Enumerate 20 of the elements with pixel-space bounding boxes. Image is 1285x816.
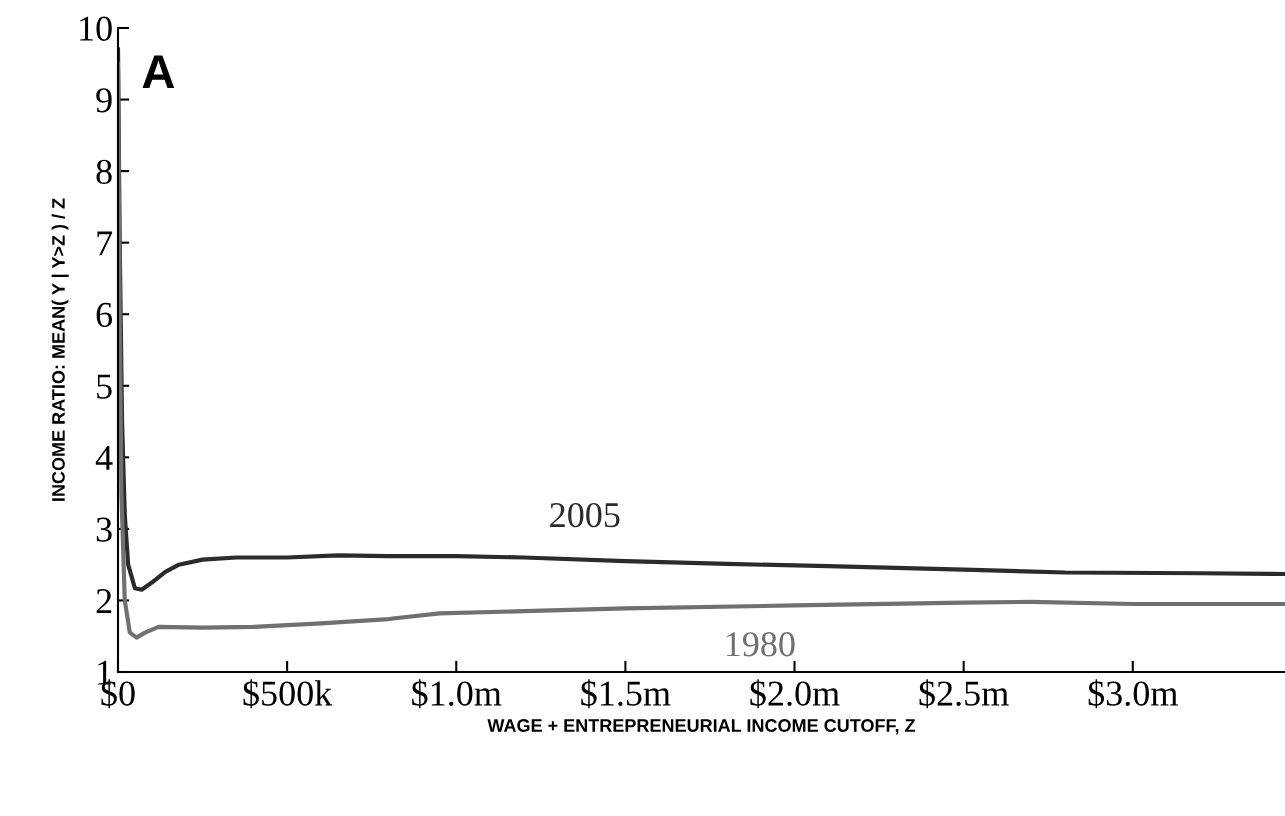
y-tick-label: 7 xyxy=(97,231,113,256)
y-tick-label: 10 xyxy=(80,16,112,41)
x-tick-label: $2.0m xyxy=(750,679,840,709)
y-tick-label: 5 xyxy=(97,374,112,399)
x-axis-title: WAGE + ENTREPRENEURIAL INCOME CUTOFF, Z xyxy=(487,719,916,735)
y-axis-title: INCOME RATIO: MEAN( Y | Y>Z ) / Z xyxy=(51,198,69,501)
series-label: 2005 xyxy=(550,502,620,528)
annotation: A xyxy=(142,55,175,88)
x-tick-label: $500k xyxy=(243,679,333,709)
y-tick-label: 2 xyxy=(96,589,112,613)
y-tick-label: 8 xyxy=(96,159,112,184)
y-tick-label: 3 xyxy=(96,517,112,542)
x-tick-label: $3.0m xyxy=(1088,679,1178,709)
x-tick-label: $1.0m xyxy=(412,679,502,709)
x-tick-label: $2.5m xyxy=(919,679,1009,709)
series-label: 1980 xyxy=(726,632,795,657)
y-tick-label: 4 xyxy=(95,446,113,470)
y-tick-label: 6 xyxy=(96,302,113,328)
y-tick-label: 9 xyxy=(96,88,112,113)
x-tick-label: $1.5m xyxy=(581,679,671,709)
